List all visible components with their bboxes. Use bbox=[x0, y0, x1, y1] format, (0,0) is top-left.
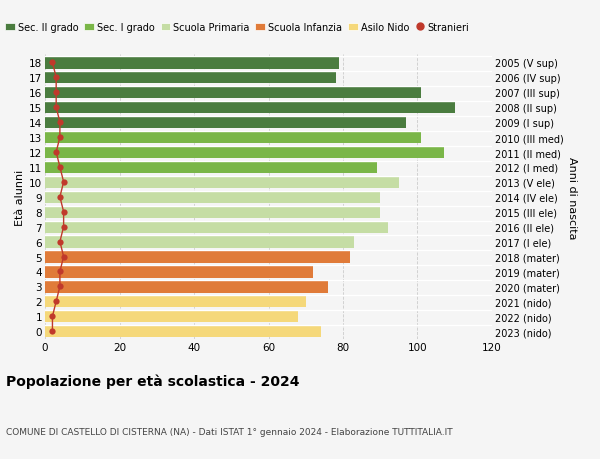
Bar bbox=[45, 176, 399, 189]
Bar bbox=[45, 251, 350, 263]
Y-axis label: Anni di nascita: Anni di nascita bbox=[568, 156, 577, 239]
Bar bbox=[45, 236, 354, 248]
Bar bbox=[45, 102, 455, 114]
Y-axis label: Età alunni: Età alunni bbox=[15, 169, 25, 225]
Bar bbox=[45, 310, 298, 323]
Bar bbox=[45, 206, 380, 218]
Legend: Sec. II grado, Sec. I grado, Scuola Primaria, Scuola Infanzia, Asilo Nido, Stran: Sec. II grado, Sec. I grado, Scuola Prim… bbox=[5, 23, 469, 33]
Bar bbox=[45, 117, 406, 129]
Bar bbox=[45, 191, 380, 203]
Bar bbox=[45, 221, 388, 233]
Bar bbox=[45, 296, 306, 308]
Bar bbox=[45, 72, 335, 84]
Bar bbox=[45, 132, 421, 144]
Bar bbox=[45, 162, 377, 174]
Bar bbox=[45, 146, 443, 159]
Bar bbox=[45, 87, 421, 99]
Bar bbox=[45, 325, 320, 337]
Bar bbox=[45, 280, 328, 293]
Text: COMUNE DI CASTELLO DI CISTERNA (NA) - Dati ISTAT 1° gennaio 2024 - Elaborazione : COMUNE DI CASTELLO DI CISTERNA (NA) - Da… bbox=[6, 427, 452, 436]
Bar bbox=[45, 266, 313, 278]
Bar bbox=[45, 57, 339, 69]
Text: Popolazione per età scolastica - 2024: Popolazione per età scolastica - 2024 bbox=[6, 373, 299, 388]
